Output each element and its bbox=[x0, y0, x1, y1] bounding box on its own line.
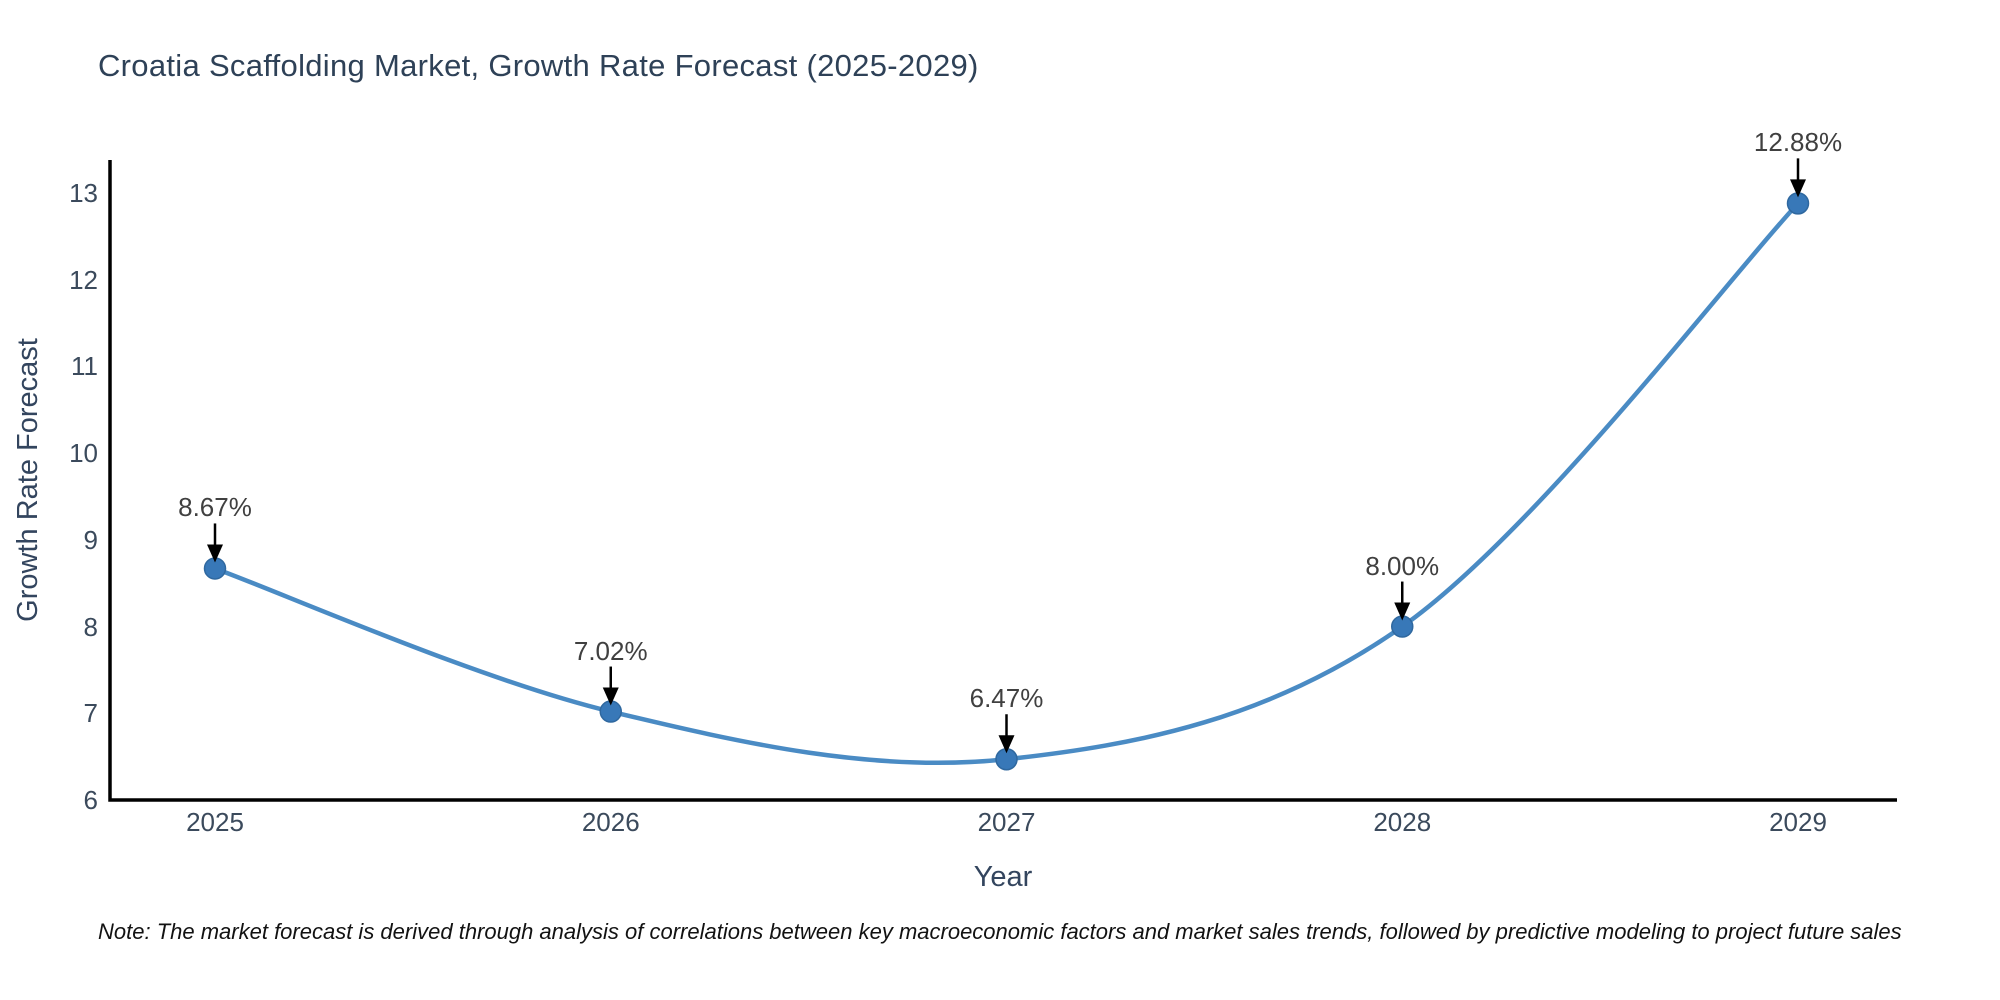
annotation-arrowhead bbox=[207, 544, 223, 563]
x-tick-label: 2028 bbox=[1373, 807, 1432, 837]
x-axis-label: Year bbox=[973, 861, 1033, 893]
chart-title: Croatia Scaffolding Market, Growth Rate … bbox=[98, 48, 979, 83]
y-tick-label: 13 bbox=[69, 177, 98, 208]
x-tick-label: 2027 bbox=[977, 807, 1036, 837]
annotation-arrowhead bbox=[1790, 179, 1806, 198]
annotation-label: 8.67% bbox=[178, 492, 252, 523]
y-tick-label: 7 bbox=[83, 698, 98, 729]
y-tick-label: 8 bbox=[83, 611, 98, 642]
annotation-arrowhead bbox=[1394, 602, 1411, 621]
trend-line bbox=[212, 201, 1801, 766]
y-tick-label: 12 bbox=[69, 264, 98, 295]
annotation-label: 8.00% bbox=[1365, 550, 1440, 581]
y-tick-label: 9 bbox=[83, 524, 98, 555]
y-tick-label: 11 bbox=[71, 351, 98, 382]
annotation-label: 12.88% bbox=[1753, 127, 1843, 158]
y-tick-label: 6 bbox=[83, 785, 98, 815]
annotation-label: 6.47% bbox=[969, 683, 1044, 714]
x-tick-label: 2029 bbox=[1769, 807, 1827, 837]
y-tick-label: 10 bbox=[69, 438, 98, 469]
footnote: Note: The market forecast is derived thr… bbox=[98, 919, 1902, 944]
x-tick-label: 2025 bbox=[186, 807, 244, 837]
axis-line bbox=[108, 160, 1897, 802]
x-tick-label: 2026 bbox=[581, 807, 640, 837]
annotation-label: 7.02% bbox=[573, 635, 648, 666]
annotation-arrowhead bbox=[602, 687, 619, 706]
annotation-arrowhead bbox=[998, 735, 1015, 754]
